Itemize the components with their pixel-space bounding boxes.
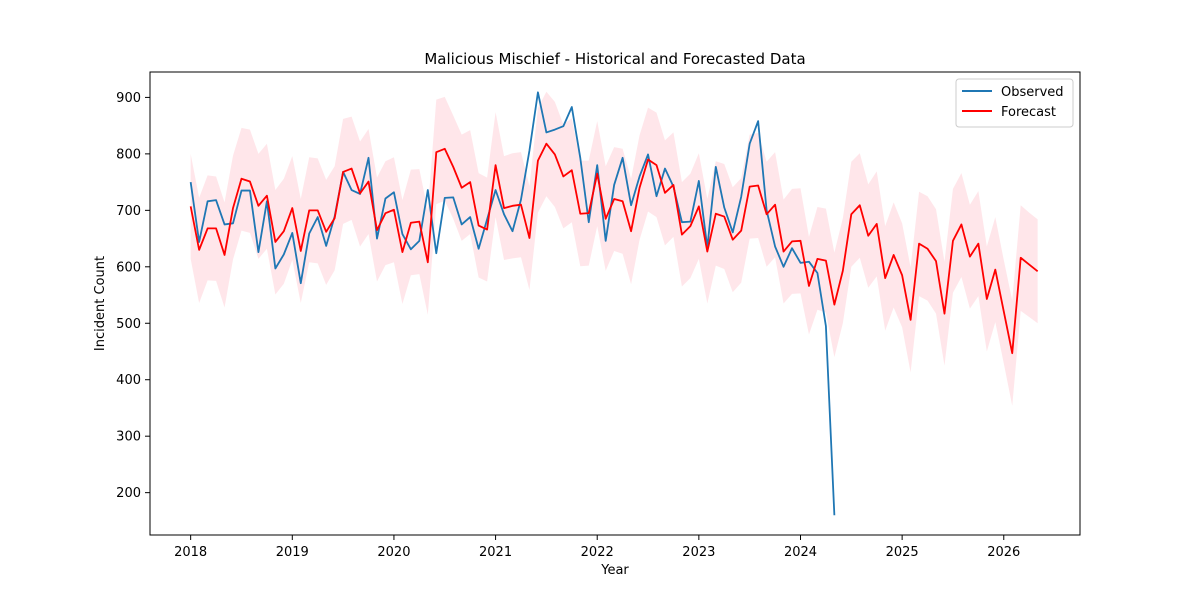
y-tick-label: 500 [116,317,141,332]
x-tick-label: 2025 [886,545,919,560]
x-tick-label: 2024 [784,545,817,560]
plot-frame [149,71,1081,536]
y-tick-label: 600 [116,260,141,275]
y-tick-label: 900 [116,91,141,106]
series-layer [189,91,1039,516]
legend-label-observed: Observed [1001,85,1064,100]
chart-title: Malicious Mischief - Historical and Fore… [424,50,805,68]
y-axis: 200 300 400 500 600 700 800 900 [116,91,150,501]
x-axis: 2018 2019 2020 2021 2022 2023 2024 2025 2026 [174,535,1020,560]
series-line-observed [189,91,836,516]
y-axis-title: Incident Count [93,256,108,351]
y-tick-label: 300 [116,430,141,445]
x-tick-label: 2022 [581,545,614,560]
x-axis-title: Year [600,563,629,578]
legend: Observed Forecast [955,78,1074,128]
y-tick-label: 400 [116,373,141,388]
x-tick-label: 2023 [682,545,715,560]
x-tick-label: 2018 [174,545,207,560]
y-tick-label: 200 [116,486,141,501]
x-tick-label: 2020 [377,545,410,560]
series-line-forecast [189,142,1039,355]
x-tick-label: 2021 [479,545,512,560]
x-tick-label: 2026 [987,545,1020,560]
y-tick-label: 700 [116,204,141,219]
x-tick-label: 2019 [276,545,309,560]
legend-label-forecast: Forecast [1001,105,1056,120]
y-tick-label: 800 [116,147,141,162]
forecast-confidence-band [190,91,1038,406]
confidence-band-layer [190,91,1038,406]
